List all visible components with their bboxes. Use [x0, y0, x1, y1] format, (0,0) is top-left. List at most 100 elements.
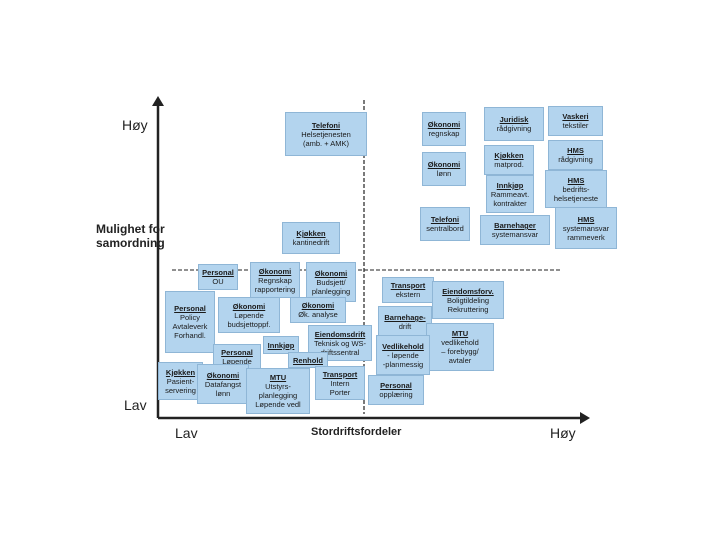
function-box: Barnehager systemansvar [480, 215, 550, 245]
function-box: Transport ekstern [382, 277, 434, 303]
function-box-body: ekstern [395, 290, 421, 299]
function-box-body: tekstiler [562, 121, 589, 130]
function-box: Innkjøp Rammeavt. kontrakter [486, 175, 534, 213]
y-axis-arrow [152, 96, 164, 106]
y-axis-title: Mulighet for samordning [96, 222, 165, 250]
function-box: Telefoni sentralbord [420, 207, 470, 241]
function-box: Juridisk rådgivning [484, 107, 544, 141]
function-box: Økonomi Løpende budsjettoppf. [218, 297, 280, 333]
function-box-body: lønn [436, 169, 452, 178]
function-box-title: Kjøkken [165, 367, 196, 377]
function-box-title: HMS [567, 146, 584, 155]
function-box: Vaskeri tekstiler [548, 106, 603, 136]
function-box-title: MTU [451, 329, 469, 338]
function-box-title: MTU [269, 373, 287, 382]
function-box: Personal opplæring [368, 375, 424, 405]
function-box-body: kantinedrift [292, 238, 330, 247]
function-box-body: Øk. analyse [298, 310, 338, 319]
x-axis-high-label: Høy [550, 425, 576, 441]
function-box-body: Intern Porter [329, 378, 351, 397]
function-box-title: Innkjøp [496, 180, 524, 190]
function-box-title: HMS [567, 175, 585, 185]
y-axis-high-label: Høy [122, 117, 148, 133]
function-box-title: Telefoni [430, 215, 460, 224]
y-axis-low-label: Lav [124, 397, 147, 413]
function-box: Personal OU [198, 264, 238, 290]
function-box-body: opplæring [379, 390, 413, 399]
function-box-body: Rammeavt. kontrakter [490, 189, 530, 208]
function-box-title: Innkjøp [267, 340, 295, 350]
function-box-body: Løpende budsjettoppf. [227, 310, 271, 329]
function-box-body: Boligtildeling Rekruttering [446, 295, 490, 314]
function-box-title: Transport [322, 369, 358, 379]
function-box: HMS rådgivning [548, 140, 603, 170]
function-box-title: Personal [221, 348, 253, 357]
function-box: Kjøkken Pasient- servering [158, 362, 203, 400]
function-box-body: sentralbord [426, 224, 464, 233]
function-box-body: rådgivning [558, 155, 593, 164]
function-box-title: Telefoni [311, 120, 341, 130]
function-box-title: Vaskeri [562, 112, 589, 121]
function-box-title: Økonomi [206, 370, 240, 380]
function-box: Kjøkken matprod. [484, 145, 534, 175]
function-box: Vedlikehold - løpende -planmessig [376, 335, 430, 375]
function-box-title: Kjøkken [494, 151, 524, 160]
function-box-title: Renhold [293, 355, 323, 365]
function-box-body: rådgivning [496, 124, 532, 133]
function-box: MTU Utstyrs- planlegging Løpende vedl [246, 368, 310, 414]
function-box-body: matprod. [494, 160, 524, 169]
function-box-title: Barnehage- [384, 313, 426, 322]
function-box-title: Økonomi [314, 268, 348, 278]
function-box-body: Løpende [222, 357, 252, 366]
function-box: Personal Policy Avtaleverk Forhandl. [165, 291, 215, 353]
x-axis-arrow [580, 412, 590, 424]
function-box-title: Økonomi [232, 301, 266, 311]
function-box: Økonomi regnskap [422, 112, 466, 146]
function-box: Transport Intern Porter [315, 366, 365, 400]
function-box-title: Juridisk [499, 115, 529, 124]
function-box-body: bedrifts- helsetjeneste [553, 184, 599, 203]
function-box: MTU vedlikehold – forebygg/ avtaler [426, 323, 494, 371]
function-box-body: Teknisk og WS- driftssentral [313, 338, 367, 357]
function-box: Barnehage-drift [378, 306, 432, 338]
function-box: Telefoni Helsetjenesten (amb. + AMK) [285, 112, 367, 156]
function-box-body: Policy Avtaleverk Forhandl. [172, 313, 208, 340]
function-box-title: Personal [380, 381, 412, 390]
function-box-title: Barnehager [494, 221, 536, 230]
function-box-body: regnskap [428, 129, 460, 138]
function-box-body: vedlikehold – forebygg/ avtaler [441, 338, 479, 365]
function-box-title: Kjøkken [296, 229, 326, 238]
function-box-title: Økonomi [301, 301, 335, 310]
function-box-title: Transport [390, 281, 426, 290]
function-box-body: OU [212, 277, 224, 286]
function-box-title: Personal [174, 304, 206, 313]
function-box-body: Regnskap rapportering [254, 275, 296, 294]
function-box-title: Eiendomsforv. [442, 286, 494, 296]
function-box-title: Vedlikehold [382, 341, 424, 351]
function-box: Renhold [288, 352, 328, 368]
function-box-title: Personal [202, 268, 234, 277]
function-box-title: Økonomi [427, 120, 461, 129]
function-box-body: Pasient- servering [165, 376, 196, 395]
function-box-body: Datafangst lønn [204, 379, 242, 398]
function-box: Økonomi lønn [422, 152, 466, 186]
x-axis-title: Stordriftsfordeler [311, 426, 402, 438]
function-box-title: HMS [577, 214, 595, 224]
function-box-body: systemansvar rammeverk [562, 223, 610, 242]
function-box-body: systemansvar [491, 230, 539, 239]
function-box-title: Eiendomsdrift [314, 329, 366, 339]
function-box: HMS systemansvar rammeverk [555, 207, 617, 249]
function-box-body: Utstyrs- planlegging Løpende vedl [255, 382, 301, 409]
function-box-title: Økonomi [258, 266, 292, 276]
function-box-body: drift [398, 322, 412, 331]
function-box: Økonomi Øk. analyse [290, 297, 346, 323]
function-box: Innkjøp [263, 336, 299, 354]
function-box: HMS bedrifts- helsetjeneste [545, 170, 607, 208]
function-box: Økonomi Regnskap rapportering [250, 262, 300, 298]
function-box-body: Budsjett/ planlegging [311, 277, 351, 296]
function-box-body: Helsetjenesten (amb. + AMK) [301, 129, 351, 148]
function-box-title: Økonomi [427, 160, 461, 169]
function-box-body: - løpende -planmessig [382, 350, 424, 369]
function-box: Økonomi Datafangst lønn [197, 364, 249, 404]
